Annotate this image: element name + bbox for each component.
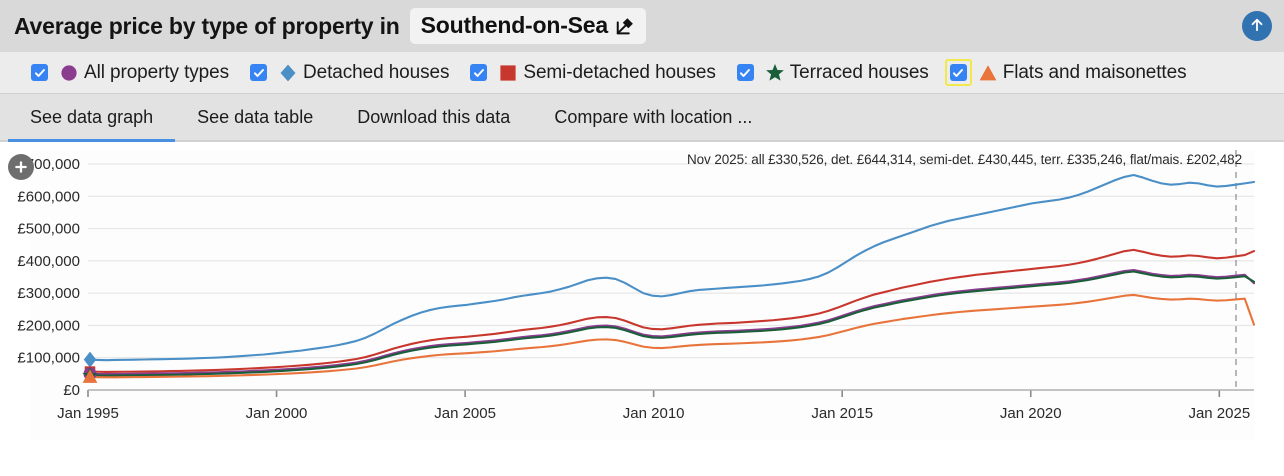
x-axis-tick-label: Jan 2020 bbox=[1000, 405, 1062, 422]
x-axis-tick-label: Jan 2005 bbox=[434, 405, 496, 422]
series-line bbox=[86, 293, 1256, 379]
series-legend: All property types Detached houses Semi-de… bbox=[0, 52, 1284, 94]
tab-see-data-table[interactable]: See data table bbox=[197, 106, 314, 127]
square-marker-icon bbox=[497, 62, 519, 84]
tab-download-this-data[interactable]: Download this data bbox=[357, 106, 511, 127]
legend-checkbox-0[interactable] bbox=[26, 59, 53, 86]
y-axis-tick-label: £400,000 bbox=[17, 253, 80, 270]
y-axis-tick-label: £200,000 bbox=[17, 317, 80, 334]
legend-checkbox-2[interactable] bbox=[465, 59, 492, 86]
checkbox-checked-icon bbox=[736, 64, 754, 81]
y-axis-tick-label: £0 bbox=[63, 382, 80, 399]
tab-compare-with-location[interactable]: Compare with location ... bbox=[554, 106, 753, 127]
legend-item-flats-and-maisonettes[interactable]: Flats and maisonettes bbox=[944, 59, 1187, 86]
star-marker-icon bbox=[764, 62, 786, 84]
circle-marker-icon bbox=[58, 62, 80, 84]
legend-item-all-property-types[interactable]: All property types bbox=[26, 59, 229, 86]
legend-checkbox-4[interactable] bbox=[944, 59, 972, 86]
chart-region: Nov 2025: all £330,526, det. £644,314, s… bbox=[0, 142, 1284, 476]
x-axis-tick-label: Jan 2010 bbox=[623, 405, 685, 422]
checkbox-checked-icon bbox=[250, 64, 267, 81]
legend-label: Detached houses bbox=[303, 61, 450, 83]
x-axis-tick-label: Jan 2000 bbox=[246, 405, 308, 422]
series-start-marker bbox=[82, 369, 98, 383]
tab-see-data-graph[interactable]: See data graph bbox=[8, 94, 176, 142]
series-line bbox=[86, 270, 1256, 377]
x-axis-tick-label: Jan 1995 bbox=[57, 405, 119, 422]
y-axis-tick-label: £500,000 bbox=[17, 221, 80, 238]
series-line bbox=[86, 248, 1256, 373]
legend-label: Flats and maisonettes bbox=[1002, 61, 1187, 83]
location-name: Southend-on-Sea bbox=[420, 12, 609, 38]
checkbox-checked-icon bbox=[949, 64, 967, 81]
checkbox-checked-icon bbox=[470, 64, 488, 81]
edit-pencil-icon[interactable] bbox=[615, 15, 637, 37]
y-axis-tick-label: £100,000 bbox=[17, 350, 80, 367]
legend-label: Semi-detached houses bbox=[523, 61, 716, 83]
view-tabs: See data graph See data table Download thi… bbox=[0, 94, 1284, 142]
diamond-marker-icon bbox=[277, 62, 299, 84]
series-line bbox=[86, 269, 1256, 376]
legend-checkbox-3[interactable] bbox=[732, 59, 759, 86]
page-header: Average price by type of property in Sou… bbox=[0, 0, 1284, 52]
y-axis-tick-label: £300,000 bbox=[17, 285, 80, 302]
zoom-in-plus-icon[interactable] bbox=[8, 154, 34, 180]
x-axis-tick-label: Jan 2025 bbox=[1188, 405, 1250, 422]
legend-item-detached-houses[interactable]: Detached houses bbox=[245, 59, 449, 86]
latest-values-annotation: Nov 2025: all £330,526, det. £644,314, s… bbox=[687, 152, 1242, 167]
legend-label: All property types bbox=[84, 61, 229, 83]
legend-item-semi-detached-houses[interactable]: Semi-detached houses bbox=[465, 59, 716, 86]
legend-label: Terraced houses bbox=[789, 61, 929, 83]
series-start-marker bbox=[83, 351, 97, 368]
page-title: Average price by type of property in bbox=[14, 12, 400, 39]
arrow-up-circle-icon bbox=[1248, 16, 1266, 37]
price-line-chart: £0 £100,000 £200,000 £300,000 £400,000 £500,0… bbox=[17, 150, 1256, 422]
x-axis-tick-label: Jan 2015 bbox=[811, 405, 873, 422]
triangle-marker-icon bbox=[977, 62, 999, 84]
plot-background bbox=[30, 150, 1254, 440]
series-line bbox=[86, 173, 1256, 362]
legend-checkbox-1[interactable] bbox=[245, 59, 272, 86]
location-chip[interactable]: Southend-on-Sea bbox=[409, 8, 646, 44]
checkbox-checked-icon bbox=[31, 64, 48, 81]
legend-item-terraced-houses[interactable]: Terraced houses bbox=[732, 59, 929, 86]
scroll-to-top-button[interactable] bbox=[1242, 11, 1272, 41]
y-axis-tick-label: £600,000 bbox=[17, 188, 80, 205]
